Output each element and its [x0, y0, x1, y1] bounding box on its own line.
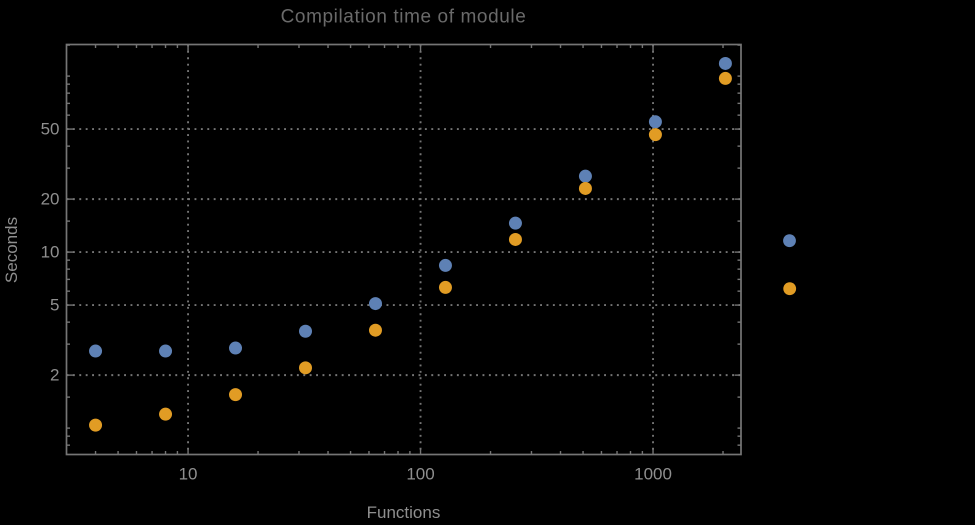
y-tick-label: 5	[50, 296, 59, 315]
data-point-blue-series	[578, 169, 592, 183]
x-tick-label: 10	[179, 465, 198, 484]
data-point-blue-series	[368, 297, 382, 311]
y-tick-label: 20	[41, 190, 60, 209]
data-point-orange-series	[438, 280, 452, 294]
data-point-orange-series	[718, 71, 732, 85]
data-point-blue-series	[229, 341, 243, 355]
data-point-orange-series	[368, 323, 382, 337]
data-point-blue-series	[718, 56, 732, 70]
data-point-orange-series	[578, 181, 592, 195]
data-point-blue-series	[648, 115, 662, 129]
x-tick-label: 1000	[634, 465, 672, 484]
data-point-orange-series	[299, 361, 313, 375]
tick-labels: 10 100 1000 2 5 10 20 50	[41, 120, 672, 484]
y-axis-label: Seconds	[2, 217, 21, 283]
data-point-blue-series	[89, 344, 103, 358]
plot-frame-rect	[65, 43, 742, 456]
data-points	[89, 56, 732, 432]
y-tick-label: 10	[41, 243, 60, 262]
legend-marker	[783, 282, 797, 296]
data-point-orange-series	[229, 388, 243, 402]
legend-markers	[783, 234, 797, 296]
data-point-orange-series	[89, 418, 103, 432]
x-axis-label: Functions	[367, 503, 441, 522]
data-point-orange-series	[508, 232, 522, 246]
y-tick-label: 2	[50, 366, 59, 385]
chart-title: Compilation time of module	[281, 7, 527, 28]
plot-frame	[65, 43, 742, 456]
x-tick-label: 100	[406, 465, 434, 484]
gridlines	[66, 44, 741, 455]
y-tick-label: 50	[41, 120, 60, 139]
legend-marker	[783, 234, 796, 248]
data-point-orange-series	[648, 128, 662, 142]
data-point-orange-series	[159, 407, 173, 421]
data-point-blue-series	[508, 216, 522, 230]
data-point-blue-series	[159, 344, 173, 358]
data-point-blue-series	[299, 324, 313, 338]
data-point-blue-series	[438, 258, 452, 272]
axis-ticks	[66, 44, 741, 455]
